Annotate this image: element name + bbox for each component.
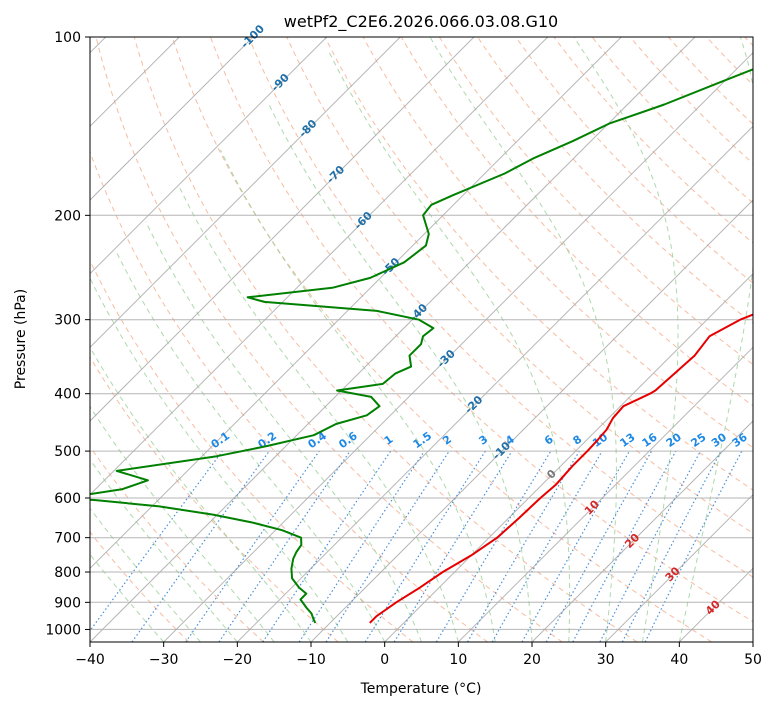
moist-adiabat-line — [90, 346, 312, 642]
isotherm-line — [90, 37, 622, 570]
moist-adiabat-line — [429, 37, 617, 642]
x-tick-label: −30 — [149, 652, 179, 668]
isohume-line — [131, 450, 270, 642]
dewpoint-profile — [90, 68, 753, 624]
isotherm-line — [236, 125, 753, 642]
y-tick-label: 800 — [54, 565, 81, 581]
isotherm-line — [457, 346, 753, 642]
isotherm-line — [90, 37, 549, 496]
moist-adiabat-line — [90, 553, 165, 642]
isohume-line — [185, 450, 320, 642]
dry-adiabat-line — [438, 37, 753, 365]
isotherm-line — [752, 641, 753, 642]
dry-adiabat-line — [286, 37, 753, 534]
isotherm-line — [90, 37, 328, 275]
y-tick-label: 200 — [54, 208, 81, 224]
isohume-line — [491, 450, 603, 642]
dry-adiabat-line — [248, 37, 753, 578]
y-tick-label: 500 — [54, 444, 81, 460]
dry-adiabat-line — [90, 259, 414, 642]
isotherm-line — [310, 199, 753, 642]
dry-adiabat-line — [324, 37, 753, 491]
isohume-line — [572, 450, 677, 642]
moist-adiabat-line — [327, 49, 571, 642]
series-layer — [90, 68, 753, 624]
isotherm-line — [90, 37, 401, 349]
isohume-line — [90, 450, 223, 632]
dry-adiabat-line — [400, 37, 753, 407]
isohume-line — [466, 450, 580, 642]
moist-adiabat-line — [268, 104, 533, 642]
isohume-line — [218, 450, 351, 642]
y-tick-label: 100 — [54, 30, 81, 46]
y-axis-label: Pressure (hPa) — [13, 289, 29, 389]
isotherm-line — [531, 420, 753, 642]
isotherm-line — [90, 37, 254, 201]
y-tick-label: 300 — [54, 313, 81, 329]
y-tick-label: 900 — [54, 595, 81, 611]
moist-adiabat-line — [573, 37, 679, 642]
moist-adiabat-line — [90, 405, 275, 642]
moist-adiabat-line — [145, 221, 422, 642]
isohume-line — [435, 450, 552, 642]
isohume-line — [325, 450, 450, 642]
x-tick-label: 20 — [523, 652, 541, 668]
isotherm-line — [90, 37, 475, 422]
dry-adiabat-line — [90, 531, 190, 642]
x-tick-label: 30 — [597, 652, 615, 668]
isotherm-line — [384, 272, 753, 642]
x-tick-label: 10 — [449, 652, 467, 668]
moist-adiabat-line — [179, 187, 459, 642]
x-tick-label: 50 — [744, 652, 762, 668]
tick-layer: −40 −30 −20 −10 0 10 20 30 40 50 100 200 300 400 500 60… — [45, 30, 762, 668]
isotherm-line — [605, 493, 753, 642]
dry-adiabat-line — [95, 37, 563, 642]
y-tick-label: 700 — [54, 531, 81, 547]
x-axis-label: Temperature (°C) — [360, 681, 482, 697]
x-tick-label: −40 — [75, 652, 105, 668]
y-tick-label: 1000 — [45, 622, 81, 638]
isohume-line — [393, 450, 513, 642]
plot-frame — [89, 36, 754, 643]
x-tick-label: 40 — [670, 652, 688, 668]
moist-adiabat-line — [90, 458, 238, 642]
moist-adiabat-line — [90, 507, 201, 642]
temperature-profile — [369, 313, 753, 624]
chart-title: wetPf2_C2E6.2026.066.03.08.G10 — [284, 12, 558, 32]
isotherm-line — [90, 37, 696, 642]
moist-adiabat-line — [90, 277, 349, 642]
dry-adiabat-line — [210, 37, 753, 623]
grid-layer — [90, 37, 753, 642]
x-tick-label: 0 — [380, 652, 389, 668]
y-tick-label: 400 — [54, 387, 81, 403]
x-tick-label: −20 — [223, 652, 253, 668]
isohume-line — [545, 450, 653, 642]
moist-adiabat-line — [115, 251, 386, 642]
isohume-line — [521, 450, 631, 642]
isotherm-line — [163, 51, 753, 642]
y-tick-label: 600 — [54, 491, 81, 507]
x-tick-label: −10 — [296, 652, 326, 668]
dry-adiabat-line — [133, 37, 638, 642]
